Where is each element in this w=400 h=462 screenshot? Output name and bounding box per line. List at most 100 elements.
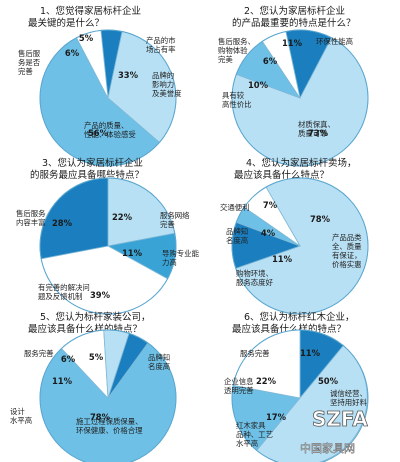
slice-label: 价格实惠 <box>332 260 362 269</box>
slice-label: 力高 <box>162 258 177 267</box>
slice-label: 全、质量 <box>332 242 362 251</box>
slice-percent: 5% <box>79 33 94 43</box>
slice-label: 导购专业能 <box>162 249 200 258</box>
slice-label: 高性价比 <box>222 100 252 109</box>
slice-label: 水平高 <box>10 416 32 425</box>
pie-outline <box>39 29 177 167</box>
slice-percent: 50% <box>318 376 339 386</box>
slice-percent: 11% <box>300 348 321 358</box>
chart-title: 3、您认为家居标杆企业 <box>42 157 143 169</box>
chart-title: 4、您认为家居标杆卖场， <box>246 157 357 169</box>
slice-label: 产品的质量、 <box>84 121 128 130</box>
slice-percent: 11% <box>272 254 293 264</box>
slice-label: 有完善的解决问 <box>38 283 90 292</box>
chart-title: 最关键的是什么？ <box>28 17 104 29</box>
slice-label: 售后服务 <box>16 209 46 218</box>
slice-label: 售后服 <box>18 49 41 58</box>
slice-label: 内容丰富 <box>16 218 46 227</box>
slice-label: 具有较 <box>222 91 245 100</box>
slice-percent: 6% <box>65 48 80 58</box>
slice-label: 透明完善 <box>224 386 254 395</box>
slice-percent: 22% <box>256 376 277 386</box>
chart-title: 6、您认为标杆红木企业， <box>244 311 355 323</box>
pie-outline <box>39 177 177 315</box>
watermark: SZFA 中国家具网 <box>300 407 369 456</box>
slice-label: 产品的市 <box>146 36 176 45</box>
slice-label: 影响力 <box>152 80 174 89</box>
slice-label: 服务完善 <box>24 349 54 358</box>
slice-percent: 6% <box>61 354 76 364</box>
slice-label: 品牌知 <box>148 353 170 362</box>
slice-label: 企业信息 <box>224 377 254 386</box>
slice-label: 服务完善 <box>240 349 270 358</box>
slice-percent: 11% <box>52 376 73 386</box>
chart-title: 的服务最应具备哪些特点？ <box>30 169 144 181</box>
slice-percent: 78% <box>310 214 331 224</box>
slice-label: 性能、体验感受 <box>84 130 136 139</box>
slice-percent: 17% <box>266 412 287 422</box>
chart-title: 的产品最重要的特点是什么？ <box>232 17 356 29</box>
pie-chart-5: 5、您认为标杆家装公司，最应该具备什么样的特点？5% 品牌知名度高78%施工过程保… <box>10 311 177 462</box>
slice-percent: 56% <box>88 128 109 138</box>
slice-label: 品牌知 <box>226 227 248 236</box>
slice-label: 完善 <box>160 220 175 229</box>
slice-percent: 78% <box>90 412 111 422</box>
pie-chart-6: 6、您认为标杆红木企业，最应该具备什么样的特点？11%服务完善50%诚信经营、坚… <box>224 311 369 462</box>
slice-percent: 5% <box>89 352 104 362</box>
pie-outline <box>39 329 177 462</box>
pie-slice <box>39 177 109 260</box>
slice-label: 质量可靠 <box>298 129 328 138</box>
pie-outline <box>231 177 369 315</box>
pie-slice <box>256 345 368 462</box>
slice-percent: 28% <box>52 218 73 228</box>
slice-percent: 6% <box>263 56 278 66</box>
slice-label: 环保性能高 <box>316 37 353 46</box>
slice-percent: 22% <box>112 212 133 222</box>
slice-label: 服务态度好 <box>236 278 274 287</box>
slice-label: 设计 <box>10 407 25 416</box>
slice-percent: 11% <box>122 248 143 258</box>
slice-percent: 73% <box>308 128 329 138</box>
slice-label: 品种、工艺 <box>236 430 273 439</box>
slice-label: 材质保真、 <box>298 120 335 129</box>
slice-label: 务是否 <box>18 58 41 67</box>
watermark-sitename: 中国家具网 <box>300 441 355 455</box>
watermark-logo: SZFA <box>312 407 368 431</box>
slice-label: 名度高 <box>226 236 248 245</box>
slice-label: 红木家具 <box>236 421 266 430</box>
slice-label: 产品品类 <box>332 233 362 242</box>
slice-label: 及美誉度 <box>152 89 182 98</box>
slice-label: 环保健康、价格合理 <box>76 426 143 435</box>
slice-label: 完美 <box>218 55 233 64</box>
pie-outline <box>231 29 369 167</box>
pie-chart-4: 4、您认为家居标杆卖场，最应该具备什么特点？78%产品品类全、质量有保证，价格实… <box>220 157 369 315</box>
slice-label: 售后服务、 <box>218 37 255 46</box>
slice-label: 诚信经营、 <box>330 389 367 398</box>
slice-label: 施工过程保质保量、 <box>76 417 143 426</box>
slice-label: 题及反馈机制 <box>38 292 82 301</box>
slice-label: 服务网络 <box>160 211 190 220</box>
slice-label: 购物体验 <box>218 46 248 55</box>
slice-percent: 33% <box>118 70 139 80</box>
slice-label: 有保证， <box>332 251 362 260</box>
slice-label: 品牌的 <box>152 71 174 80</box>
slice-label: 场占有率 <box>146 45 176 54</box>
slice-label: 坚持用好料 <box>330 398 368 407</box>
slice-percent: 10% <box>248 80 269 90</box>
slice-percent: 4% <box>261 228 276 238</box>
chart-title: 5、您认为标杆家装公司， <box>40 311 151 323</box>
slice-label: 水平高 <box>236 439 258 448</box>
slice-percent: 39% <box>90 290 111 300</box>
pie-outline <box>231 329 369 462</box>
slice-percent: 11% <box>282 38 303 48</box>
slice-percent: 7% <box>263 200 278 210</box>
slice-label: 完善 <box>18 67 33 76</box>
chart-title: 2、您认为家居标杆企业 <box>244 5 345 17</box>
slice-label: 名度高 <box>148 362 170 371</box>
slice-label: 购物环境、 <box>236 269 273 278</box>
